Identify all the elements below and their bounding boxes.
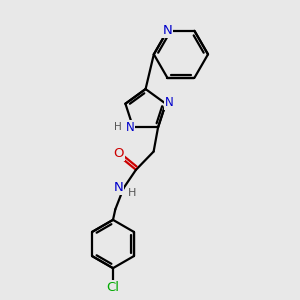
- Text: O: O: [113, 146, 124, 160]
- Text: N: N: [113, 181, 123, 194]
- Text: N: N: [165, 96, 174, 109]
- Text: H: H: [128, 188, 136, 198]
- Text: N: N: [126, 121, 135, 134]
- Text: N: N: [163, 24, 172, 37]
- Text: Cl: Cl: [106, 281, 119, 294]
- Text: H: H: [114, 122, 122, 132]
